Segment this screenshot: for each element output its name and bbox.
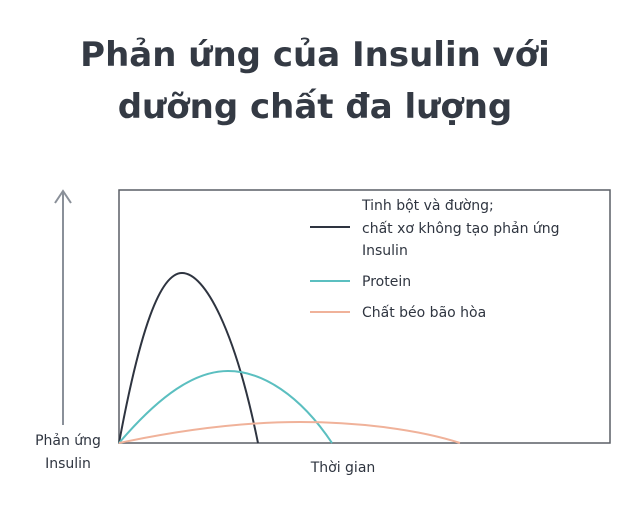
x-axis-label: Thời gian — [310, 460, 376, 476]
legend-label: Insulin — [362, 243, 408, 259]
legend-label: Protein — [362, 274, 411, 290]
legend-label: chất xơ không tạo phản ứng — [362, 221, 560, 237]
legend-label: Chất béo bão hòa — [362, 305, 486, 321]
title-line: dưỡng chất đa lượng — [118, 87, 513, 127]
plot-frame — [118, 189, 611, 444]
protein-curve — [118, 369, 333, 444]
y-axis-label: Insulin — [45, 456, 91, 472]
carb-curve — [118, 271, 259, 444]
arrow-head — [54, 189, 72, 204]
legend-label: Tinh bột và đường; — [361, 198, 494, 214]
y-axis-label: Phản ứng — [35, 433, 101, 449]
fat-curve — [118, 420, 461, 444]
title-line: Phản ứng của Insulin với — [80, 35, 550, 75]
